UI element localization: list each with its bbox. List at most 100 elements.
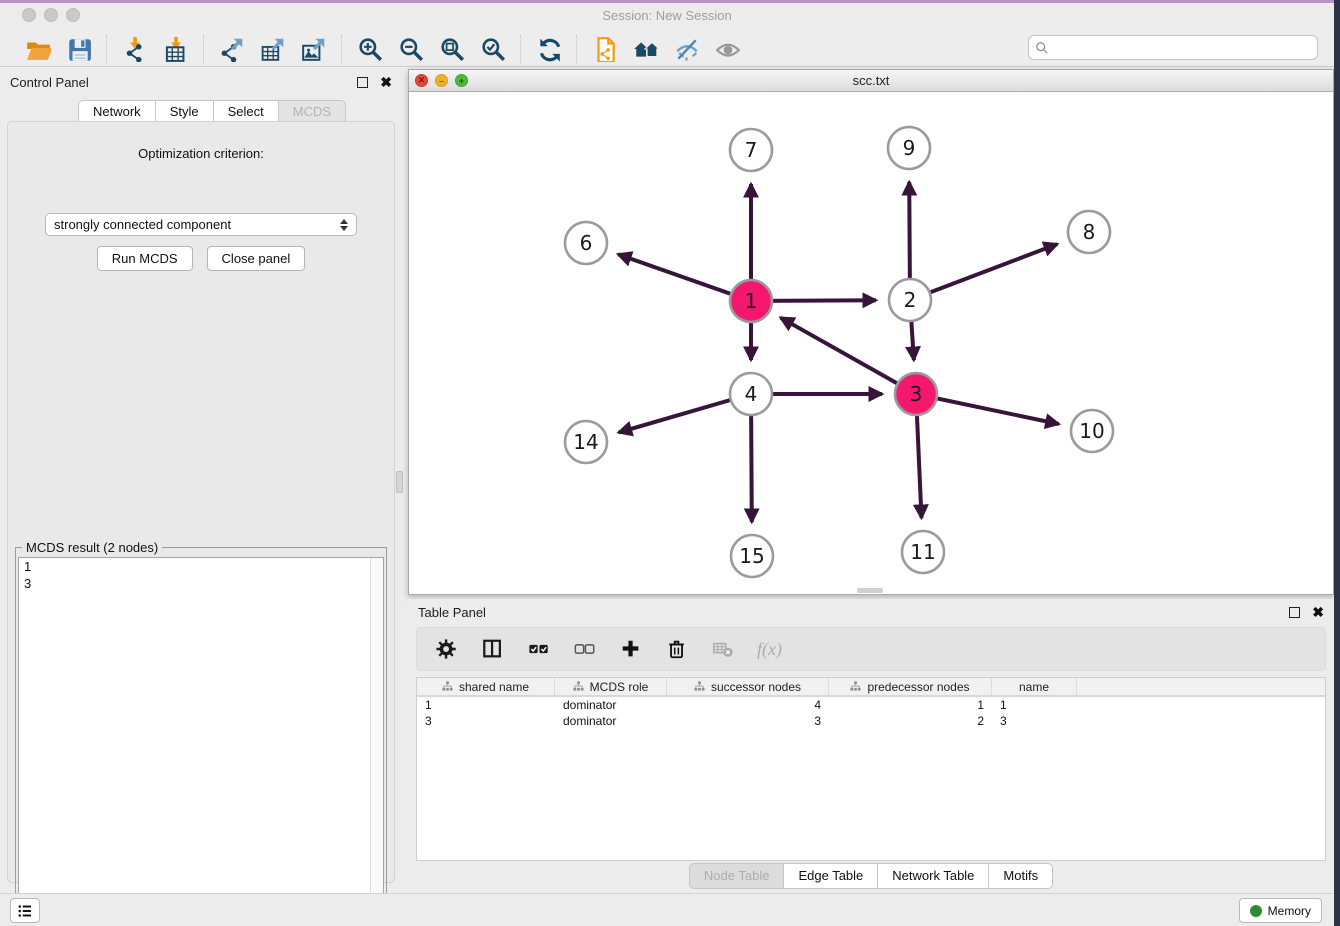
hide-selected-icon[interactable] <box>673 35 700 62</box>
h-scrollbar-handle[interactable] <box>857 588 883 593</box>
float-table-panel-icon[interactable] <box>1289 606 1301 618</box>
result-scrollbar[interactable] <box>370 558 383 924</box>
graph-edge-3-1[interactable] <box>778 315 917 396</box>
svg-text:2: 2 <box>904 288 917 312</box>
network-canvas[interactable]: 7 9 6 8 1 2 4 3 14 10 15 11 <box>409 92 1333 594</box>
svg-text:4: 4 <box>745 382 758 406</box>
graph-node-9[interactable]: 9 <box>886 125 932 171</box>
column-chooser-icon[interactable] <box>481 637 505 661</box>
graph-node-14[interactable]: 14 <box>563 419 609 465</box>
delete-column-icon[interactable] <box>665 637 689 661</box>
tab-edge-table[interactable]: Edge Table <box>783 863 878 889</box>
tab-network-table[interactable]: Network Table <box>877 863 989 889</box>
close-panel-icon[interactable]: ✖ <box>380 73 392 90</box>
table-cell: dominator <box>563 714 617 728</box>
graph-node-8[interactable]: 8 <box>1066 209 1112 255</box>
network-close-button[interactable]: ✕ <box>415 74 428 87</box>
run-mcds-button[interactable]: Run MCDS <box>96 246 193 271</box>
graph-node-11[interactable]: 11 <box>900 529 946 575</box>
add-column-icon[interactable] <box>619 637 643 661</box>
column-header-MCDS-role[interactable]: MCDS role <box>555 678 667 695</box>
deselect-all-icon[interactable] <box>573 637 597 661</box>
open-session-icon[interactable] <box>24 35 51 62</box>
float-panel-icon[interactable] <box>357 76 369 88</box>
zoom-in-icon[interactable] <box>356 35 383 62</box>
table-cell: 2 <box>977 714 984 728</box>
graph-node-4[interactable]: 4 <box>728 371 774 417</box>
tab-node-table[interactable]: Node Table <box>688 863 784 889</box>
task-history-button[interactable] <box>10 898 40 923</box>
optimization-label: Optimization criterion: <box>138 146 264 161</box>
graph-node-15[interactable]: 15 <box>729 533 775 579</box>
close-panel-button[interactable]: Close panel <box>206 246 306 271</box>
svg-text:9: 9 <box>903 136 916 160</box>
zoom-fit-icon[interactable] <box>438 35 465 62</box>
table-cell: dominator <box>563 698 617 712</box>
optimization-dropdown[interactable]: strongly connected component <box>45 213 357 236</box>
toolbar-separator <box>203 34 204 63</box>
network-minimize-button[interactable]: – <box>435 74 448 87</box>
task-list-icon <box>18 904 31 917</box>
search-input[interactable] <box>1049 37 1317 58</box>
graph-node-2[interactable]: 2 <box>887 277 933 323</box>
column-type-icon <box>573 681 584 691</box>
table-row[interactable]: 3 dominator 3 2 3 <box>417 713 1325 729</box>
titlebar: Session: New Session <box>0 3 1334 28</box>
svg-text:7: 7 <box>745 138 758 162</box>
export-image-icon[interactable] <box>300 35 327 62</box>
close-button[interactable] <box>22 8 36 22</box>
main-toolbar <box>0 31 1334 67</box>
first-neighbors-icon[interactable] <box>632 35 659 62</box>
tab-network[interactable]: Network <box>78 100 155 124</box>
zoom-button[interactable] <box>66 8 80 22</box>
graph-edge-3-10[interactable] <box>915 392 1062 430</box>
tab-style[interactable]: Style <box>154 100 213 124</box>
network-zoom-button[interactable]: + <box>455 74 468 87</box>
export-table-icon[interactable] <box>259 35 286 62</box>
close-table-panel-icon[interactable]: ✖ <box>1312 603 1324 620</box>
graph-edge-4-14[interactable] <box>616 392 752 437</box>
table-toolbar: f(x) <box>416 627 1326 671</box>
tab-motifs[interactable]: Motifs <box>988 863 1054 889</box>
zoom-selected-icon[interactable] <box>479 35 506 62</box>
graph-node-10[interactable]: 10 <box>1069 408 1115 454</box>
zoom-out-icon[interactable] <box>397 35 424 62</box>
export-network-icon[interactable] <box>218 35 245 62</box>
import-table-icon[interactable] <box>162 35 189 62</box>
table-cell: 3 <box>425 714 432 728</box>
graph-node-1[interactable]: 1 <box>728 278 774 324</box>
save-session-icon[interactable] <box>65 35 92 62</box>
window-title: Session: New Session <box>602 8 732 23</box>
column-header-predecessor-nodes[interactable]: predecessor nodes <box>829 678 992 695</box>
show-all-icon[interactable] <box>714 35 741 62</box>
toolbar-separator <box>520 34 521 63</box>
new-network-icon[interactable] <box>591 35 618 62</box>
splitter-handle[interactable] <box>396 471 403 493</box>
graph-node-6[interactable]: 6 <box>563 220 609 266</box>
graph-edge-2-8[interactable] <box>909 241 1060 302</box>
graph-edge-1-6[interactable] <box>615 251 752 303</box>
table-row[interactable]: 1 dominator 4 1 1 <box>417 697 1325 713</box>
select-all-icon[interactable] <box>527 637 551 661</box>
network-window-titlebar[interactable]: ✕ – + scc.txt <box>409 70 1333 92</box>
svg-text:14: 14 <box>573 430 598 454</box>
column-header-name[interactable]: name <box>992 678 1077 695</box>
import-network-icon[interactable] <box>121 35 148 62</box>
search-box[interactable] <box>1028 35 1318 60</box>
graph-node-7[interactable]: 7 <box>728 127 774 173</box>
mcds-result-item[interactable]: 1 <box>24 559 32 574</box>
table-cell: 3 <box>814 714 821 728</box>
minimize-button[interactable] <box>44 8 58 22</box>
gear-icon[interactable] <box>435 637 459 661</box>
column-header-shared-name[interactable]: shared name <box>417 678 555 695</box>
graph-node-3[interactable]: 3 <box>893 371 939 417</box>
refresh-layout-icon[interactable] <box>535 35 562 62</box>
column-header-successor-nodes[interactable]: successor nodes <box>667 678 829 695</box>
node-table: shared name MCDS role successor nodes prede… <box>416 677 1326 861</box>
memory-button[interactable]: Memory <box>1238 898 1322 923</box>
table-cell: 1 <box>1000 698 1007 712</box>
mcds-result-item[interactable]: 3 <box>24 576 32 591</box>
table-cell: 1 <box>977 698 984 712</box>
